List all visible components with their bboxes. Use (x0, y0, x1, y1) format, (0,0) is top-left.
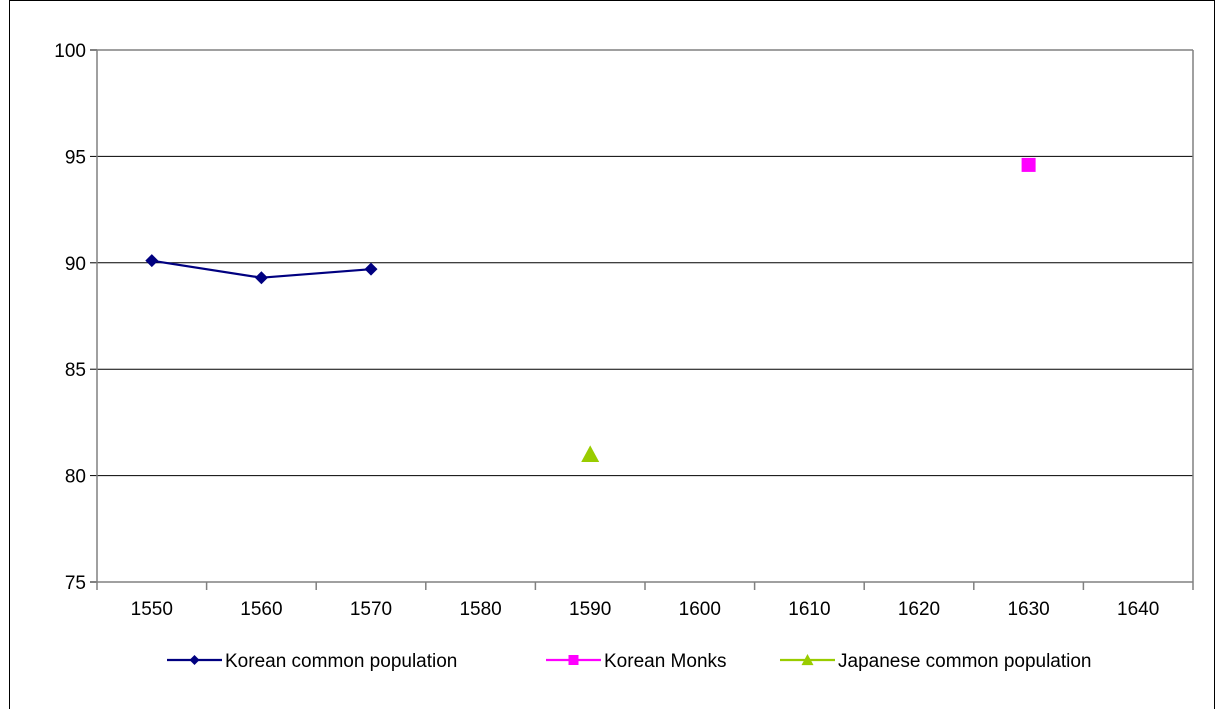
series-1 (1021, 157, 1036, 172)
x-tick-label: 1610 (788, 599, 830, 620)
y-tick-label: 95 (65, 147, 86, 168)
x-tick-label: 1570 (350, 599, 392, 620)
x-tick-label: 1630 (1007, 599, 1049, 620)
x-tick-label: 1640 (1117, 599, 1159, 620)
series-group (145, 157, 1036, 462)
y-tick-label: 85 (65, 360, 86, 381)
legend-marker (568, 655, 579, 665)
x-tick-label: 1580 (459, 599, 501, 620)
data-point (581, 445, 600, 462)
legend-marker (801, 654, 814, 666)
axes (90, 49, 1194, 590)
x-tick-label: 1620 (898, 599, 940, 620)
data-point (364, 262, 378, 276)
legend: Korean common population Korean Monks Japa… (167, 651, 1092, 672)
y-tick-label: 75 (65, 573, 86, 594)
gridlines (97, 49, 1193, 477)
data-point (145, 254, 159, 268)
y-tick-label: 90 (65, 254, 86, 275)
series-line-segment (261, 268, 372, 279)
legend-marker (189, 655, 200, 665)
data-point (1021, 157, 1036, 172)
series-0 (145, 254, 378, 285)
tick-labels: 75 80 85 90 95 100 1550 1560 1570 1580 1590 1600 161… (54, 41, 1159, 620)
chart-area (9, 0, 1215, 709)
legend-item: Korean Monks (546, 651, 727, 672)
x-tick-label: 1590 (569, 599, 611, 620)
legend-label: Korean common population (225, 651, 457, 672)
series-line-segment (151, 259, 262, 279)
legend-item: Japanese common population (780, 651, 1092, 672)
legend-item: Korean common population (167, 651, 457, 672)
series-2 (581, 445, 600, 462)
y-tick-label: 100 (54, 41, 86, 62)
legend-label: Japanese common population (838, 651, 1092, 672)
x-tick-label: 1600 (679, 599, 721, 620)
x-tick-label: 1550 (131, 599, 173, 620)
legend-label: Korean Monks (604, 651, 727, 672)
data-point (254, 271, 268, 285)
x-tick-label: 1560 (240, 599, 282, 620)
y-tick-label: 80 (65, 467, 86, 488)
